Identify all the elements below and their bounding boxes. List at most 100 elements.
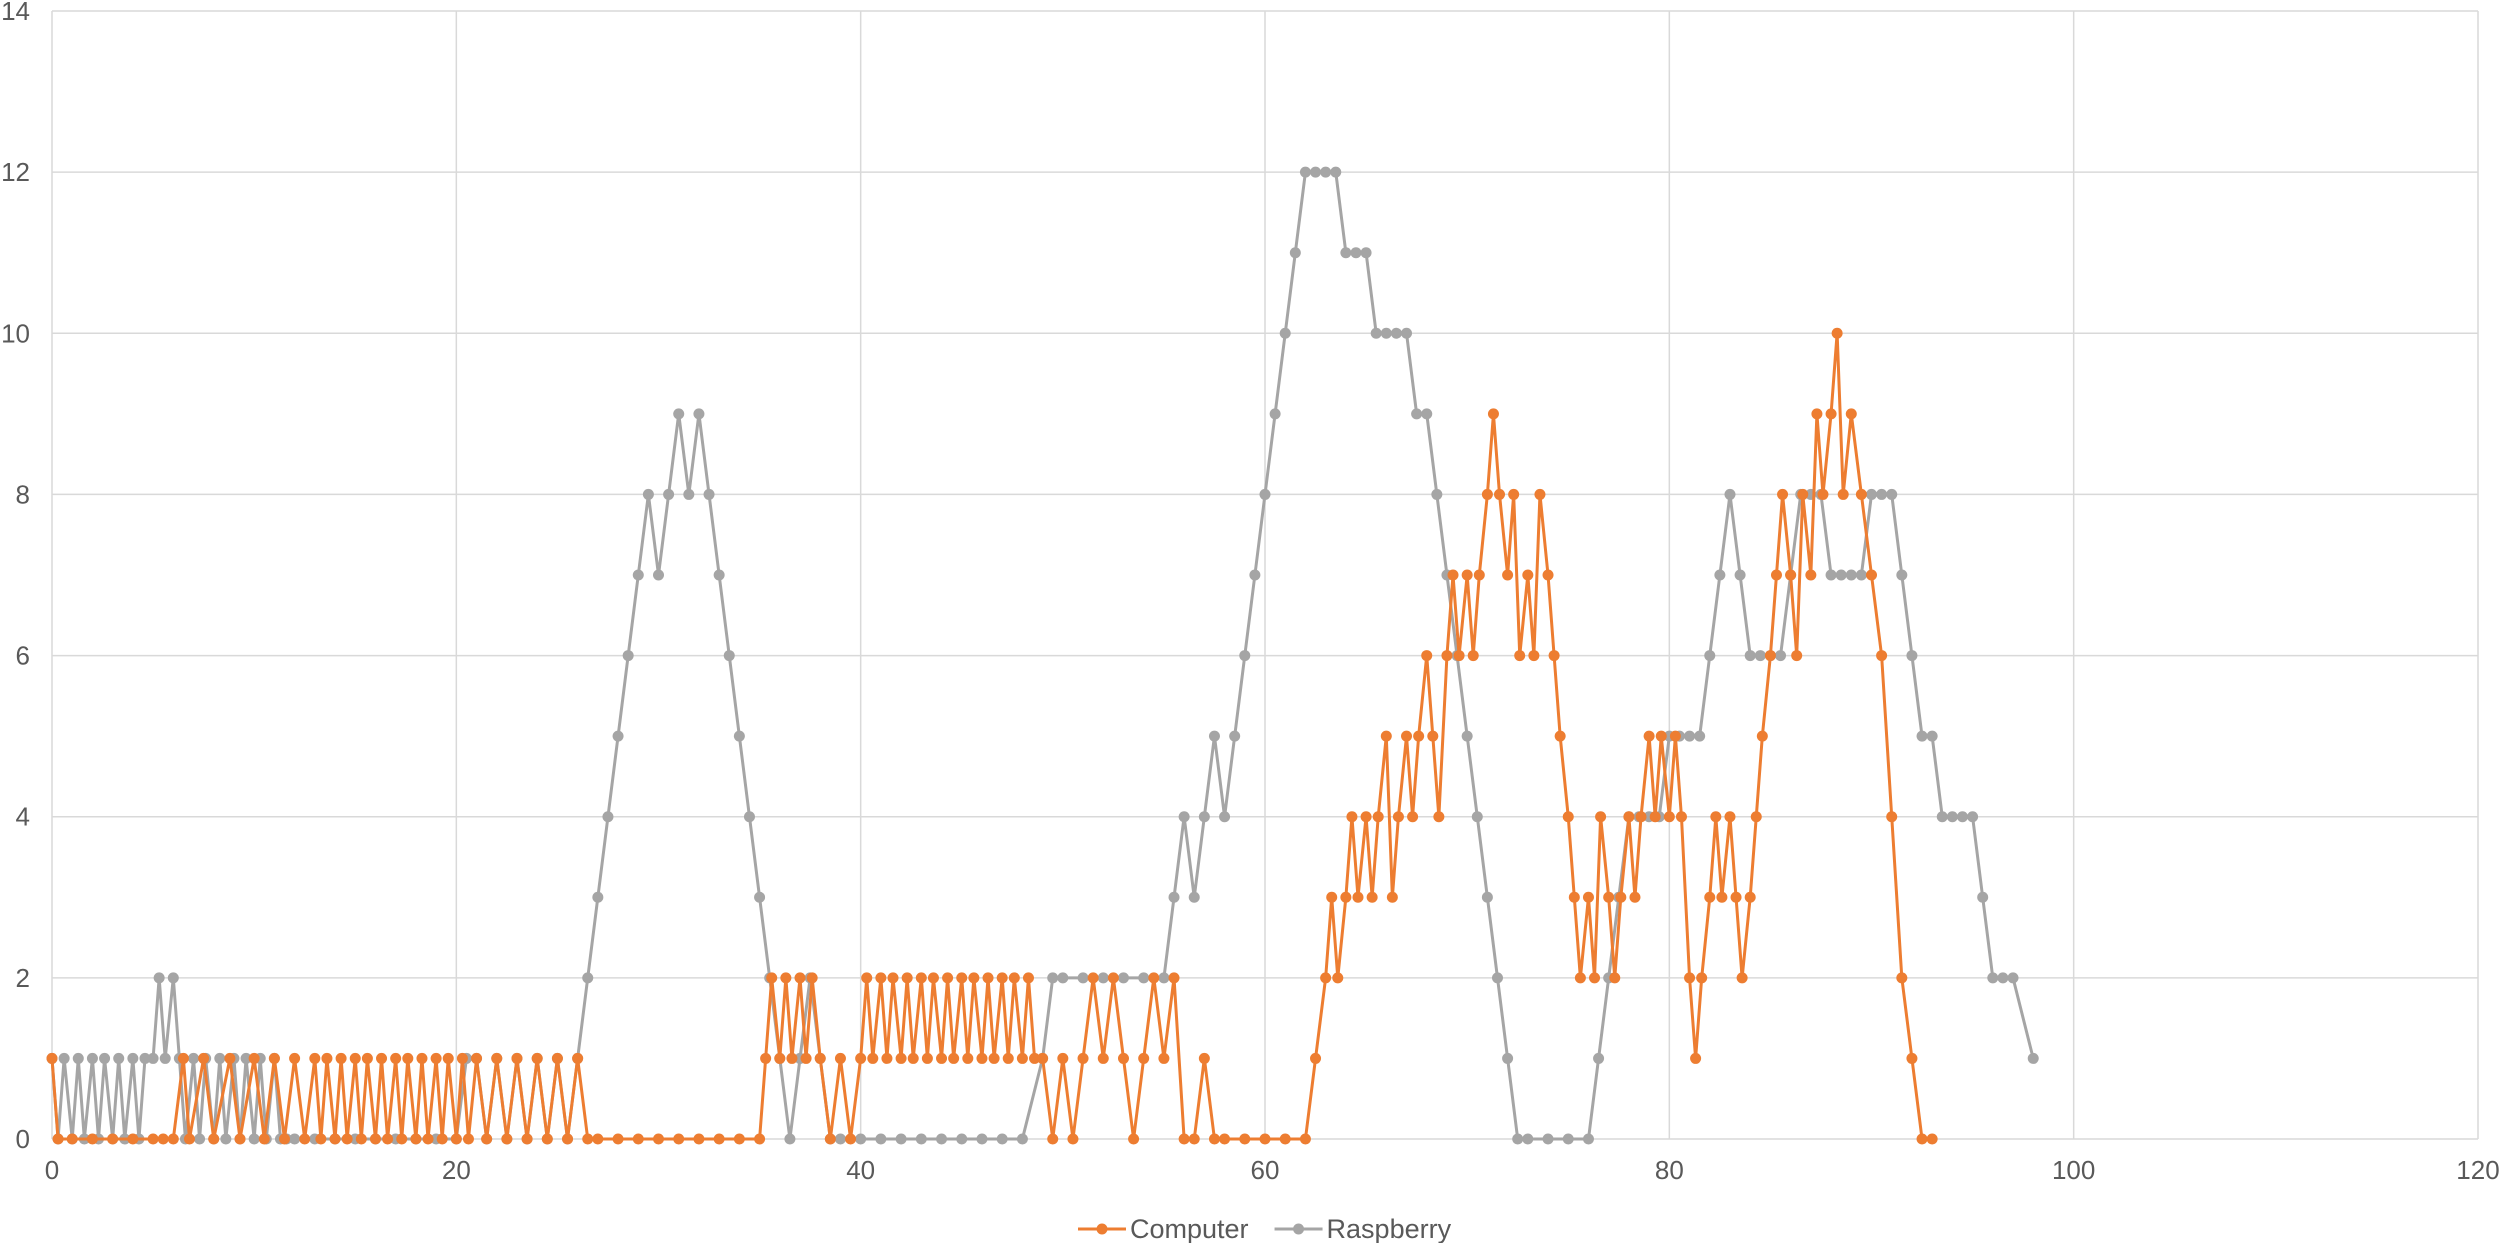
data-point-computer [1770, 569, 1782, 581]
data-point-computer [234, 1133, 246, 1145]
data-point-computer [1736, 972, 1748, 984]
data-point-raspberry [1502, 1052, 1514, 1064]
data-point-computer [309, 1052, 321, 1064]
data-point-computer [1326, 891, 1338, 903]
data-point-computer [1508, 488, 1520, 500]
data-point-raspberry [1310, 166, 1322, 178]
data-point-computer [895, 1052, 907, 1064]
data-point-computer [1542, 569, 1554, 581]
data-point-raspberry [1906, 650, 1918, 662]
data-point-computer [1320, 972, 1332, 984]
data-point-computer [501, 1133, 513, 1145]
data-point-raspberry [113, 1052, 125, 1064]
data-point-computer [1219, 1133, 1231, 1145]
data-point-computer [462, 1133, 474, 1145]
data-point-computer [1574, 972, 1586, 984]
data-point-computer [1669, 730, 1681, 742]
data-point-computer [855, 1052, 867, 1064]
data-point-computer [1528, 650, 1540, 662]
series-line-raspberry [50, 170, 2035, 1141]
data-point-computer [1595, 811, 1607, 823]
data-point-computer [248, 1052, 260, 1064]
data-point-raspberry [976, 1133, 988, 1145]
data-point-raspberry [1097, 972, 1109, 984]
data-point-computer [341, 1133, 353, 1145]
data-point-computer [1117, 1052, 1129, 1064]
data-point-raspberry [1714, 569, 1726, 581]
data-point-raspberry [1330, 166, 1342, 178]
data-point-computer [1764, 650, 1776, 662]
data-point-computer [760, 1052, 772, 1064]
data-point-raspberry [1421, 408, 1433, 420]
data-point-raspberry [612, 730, 624, 742]
legend: Computer Raspberry [1078, 1214, 1452, 1243]
data-point-computer [1791, 650, 1803, 662]
data-point-computer [1467, 650, 1479, 662]
data-point-raspberry [1401, 327, 1413, 339]
data-point-computer [208, 1133, 220, 1145]
data-point-raspberry [653, 569, 664, 581]
data-point-computer [1623, 811, 1635, 823]
data-point-computer [1750, 811, 1762, 823]
gridlines [51, 10, 2479, 1140]
data-point-computer [780, 972, 792, 984]
data-point-computer [335, 1052, 347, 1064]
data-point-computer [1906, 1052, 1918, 1064]
data-point-computer [1744, 891, 1756, 903]
data-point-computer [1675, 811, 1687, 823]
x-axis-tick-labels: 0 20 40 60 80 100 120 [45, 1155, 2500, 1185]
data-point-raspberry [582, 972, 594, 984]
data-point-raspberry [1684, 730, 1696, 742]
data-point-raspberry [1431, 488, 1443, 500]
data-point-computer [806, 972, 818, 984]
data-point-raspberry [1360, 247, 1372, 259]
data-point-raspberry [1340, 247, 1352, 259]
data-point-computer [612, 1133, 624, 1145]
data-point-raspberry [1977, 891, 1989, 903]
data-point-computer [1401, 730, 1413, 742]
data-point-computer [1582, 891, 1594, 903]
data-point-computer [1916, 1133, 1928, 1145]
data-point-raspberry [1754, 650, 1766, 662]
data-point-raspberry [622, 650, 634, 662]
data-point-raspberry [1138, 972, 1150, 984]
data-point-computer [942, 972, 954, 984]
data-point-computer [1158, 1052, 1170, 1064]
data-point-raspberry [683, 488, 695, 500]
data-point-computer [881, 1052, 893, 1064]
legend-label-raspberry: Raspberry [1327, 1214, 1452, 1243]
series-computer [46, 327, 1938, 1145]
legend-swatch-marker-computer [1096, 1223, 1108, 1235]
data-point-raspberry [895, 1133, 907, 1145]
data-point-computer [1097, 1052, 1109, 1064]
data-point-computer [1178, 1133, 1190, 1145]
data-point-computer [1037, 1052, 1049, 1064]
data-point-raspberry [733, 730, 745, 742]
data-point-computer [52, 1133, 64, 1145]
data-point-raspberry [1471, 811, 1483, 823]
data-point-raspberry [1077, 972, 1089, 984]
data-point-computer [653, 1133, 664, 1145]
data-point-computer [976, 1052, 988, 1064]
data-point-raspberry [1481, 891, 1493, 903]
data-point-raspberry [214, 1052, 226, 1064]
data-point-raspberry [1512, 1133, 1524, 1145]
data-point-raspberry [1896, 569, 1908, 581]
data-point-raspberry [1744, 650, 1756, 662]
data-point-computer [551, 1052, 563, 1064]
data-point-computer [107, 1133, 119, 1145]
data-point-computer [1724, 811, 1736, 823]
data-point-raspberry [1380, 327, 1392, 339]
data-point-raspberry [1320, 166, 1332, 178]
data-point-raspberry [1269, 408, 1281, 420]
x-tick-label: 20 [442, 1155, 471, 1185]
data-point-computer [800, 1052, 812, 1064]
data-point-raspberry [1178, 811, 1190, 823]
data-point-computer [875, 972, 887, 984]
data-point-raspberry [1936, 811, 1948, 823]
data-point-raspberry [1239, 650, 1251, 662]
data-point-computer [1690, 1052, 1702, 1064]
data-point-computer [1198, 1052, 1210, 1064]
data-point-raspberry [784, 1133, 796, 1145]
data-point-computer [1886, 811, 1898, 823]
